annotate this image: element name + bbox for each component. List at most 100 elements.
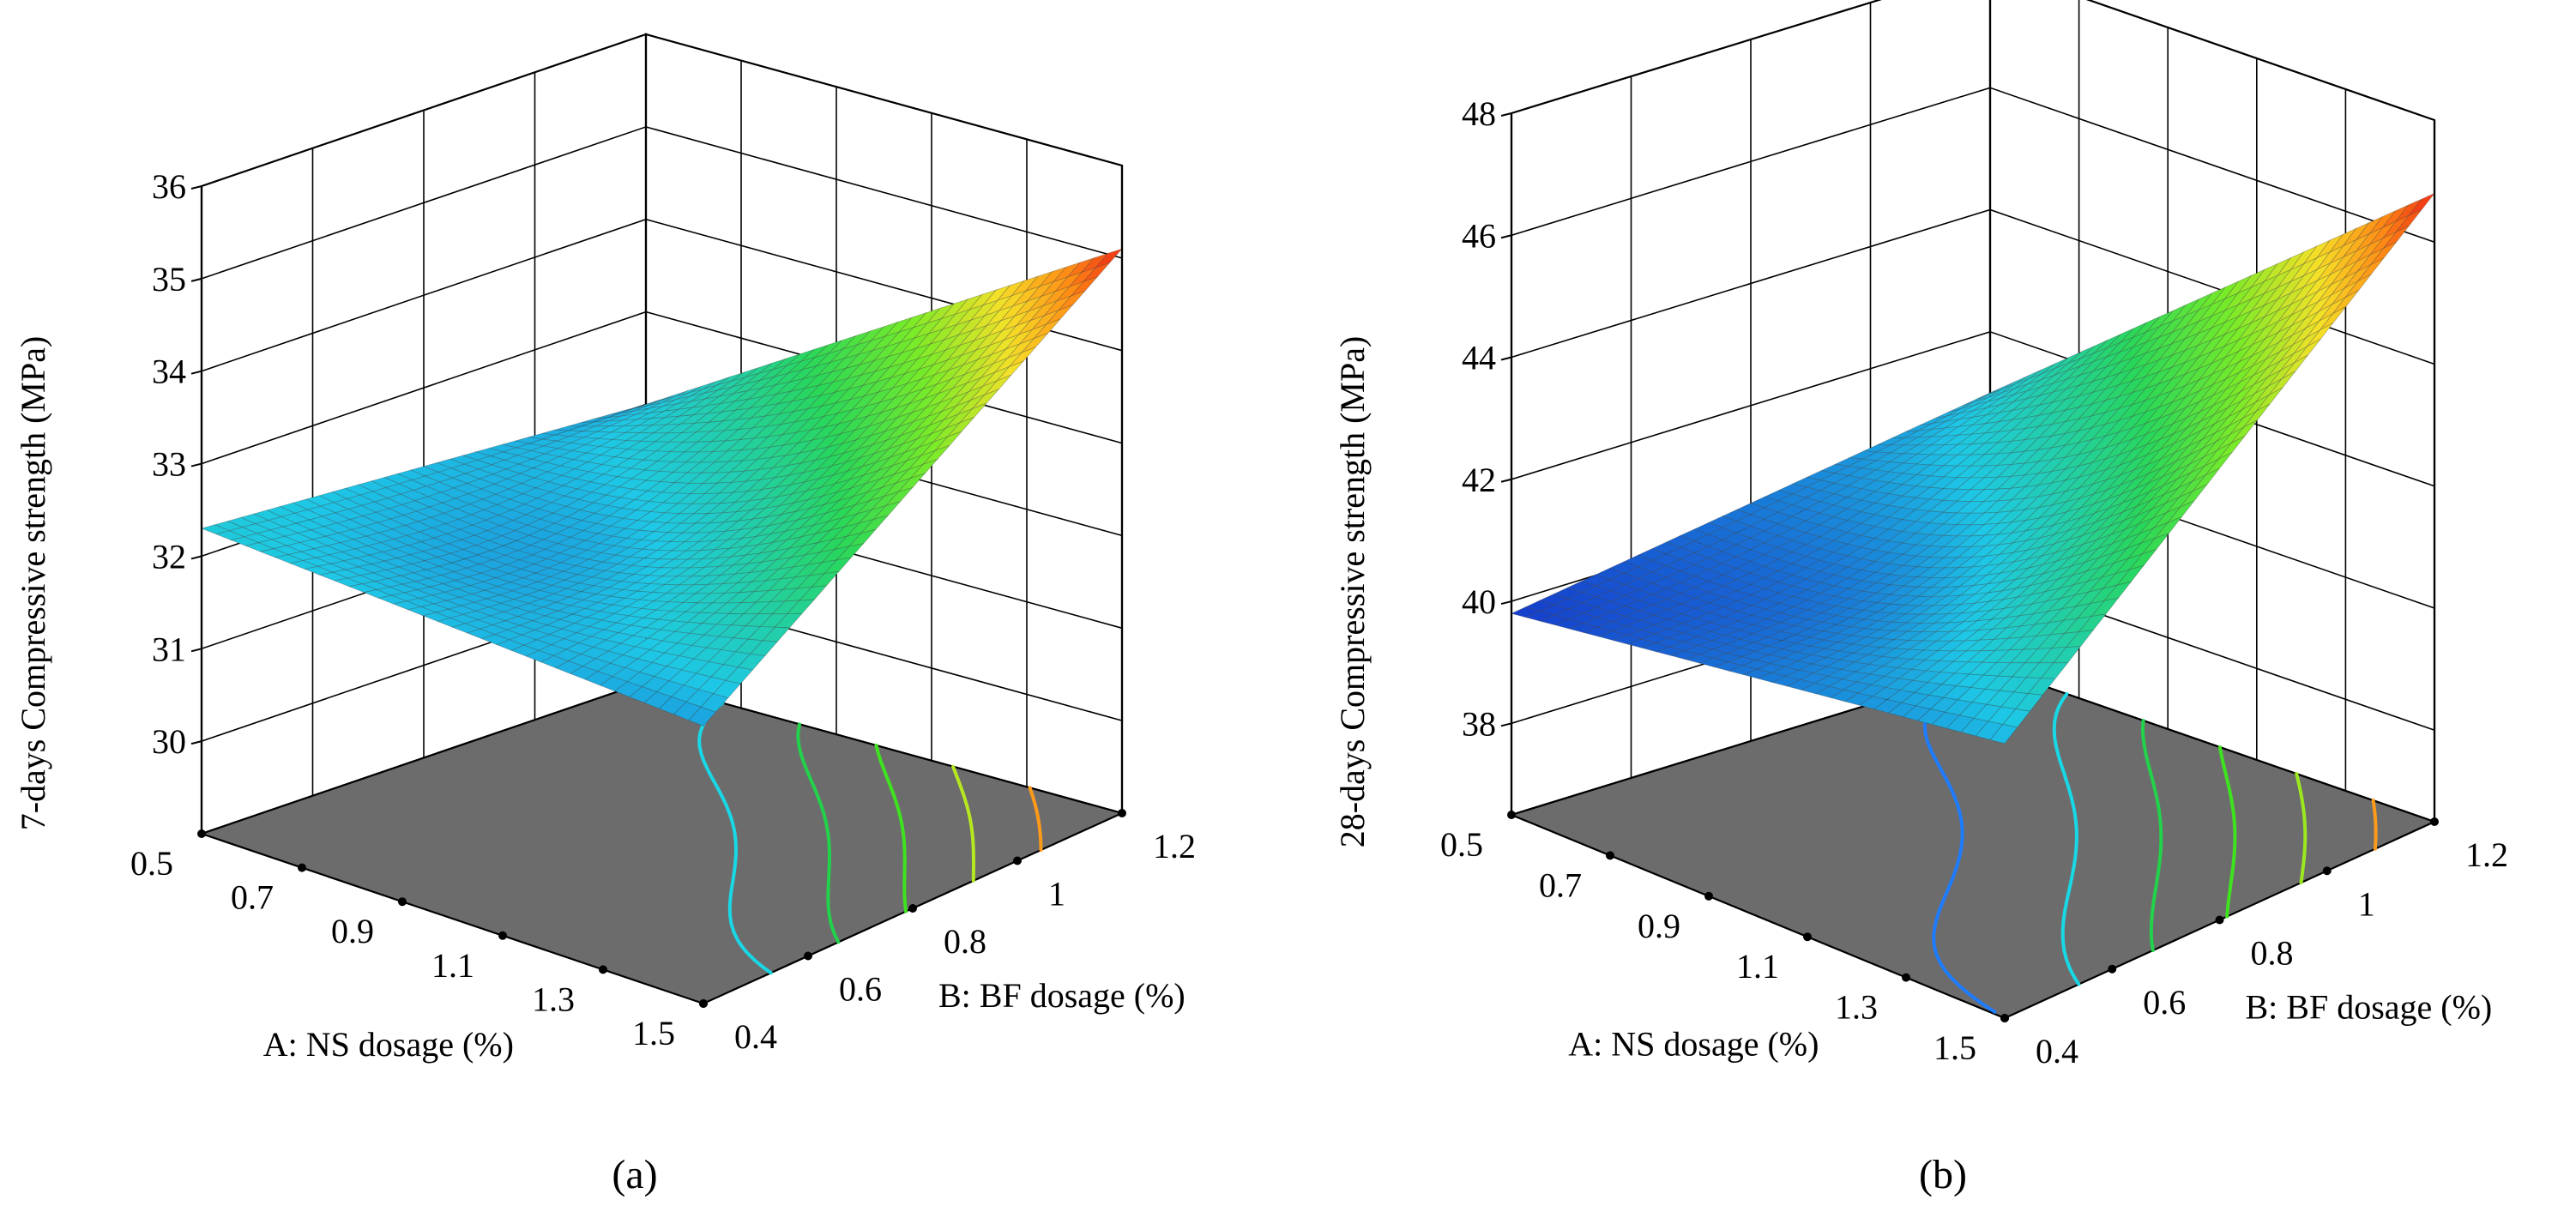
response-surface — [1510, 193, 2435, 745]
z-gridline — [1511, 330, 2435, 487]
surface-facet — [811, 570, 840, 588]
surface-chart-a: 30 31 32 33 34 35 36 0.5 0.7 0.9 1.1 1.3 1.5 0.4 0.6 0.… — [14, 33, 1196, 1064]
surface-facet — [2002, 708, 2031, 728]
surface-facet — [2014, 693, 2043, 712]
contour-line — [2052, 692, 2081, 986]
contour-line — [2295, 772, 2308, 885]
surface-facet — [712, 679, 741, 699]
x-tick-mark — [298, 863, 306, 872]
surface-facet — [972, 389, 999, 409]
z-tick-label: 38 — [1462, 704, 1496, 743]
surface-facet — [2370, 241, 2398, 266]
y-tick-label: 0.6 — [839, 970, 882, 1009]
x-tick-label: 0.9 — [1638, 907, 1680, 945]
x-axis-title: A: NS dosage (%) — [263, 1025, 514, 1064]
contour-line — [2141, 719, 2163, 952]
z-tick-mark — [1500, 112, 1512, 117]
y-tick-mark — [1013, 856, 1022, 865]
z-gridline — [201, 126, 1123, 280]
y-tick-label: 0.8 — [944, 922, 986, 961]
x-tick-label: 0.7 — [1539, 865, 1582, 904]
surface-facet — [1058, 290, 1086, 311]
z-tick-label: 48 — [1462, 94, 1496, 133]
contour-line — [1028, 786, 1043, 852]
z-tick-label: 32 — [152, 537, 186, 576]
surface-facet — [2357, 257, 2385, 282]
y-tick-label: 0.4 — [734, 1017, 777, 1056]
surface-facet — [2090, 597, 2120, 618]
surface-facet — [909, 458, 939, 479]
x-tick-mark — [1803, 932, 1812, 942]
x-tick-label: 1.5 — [1934, 1028, 1976, 1067]
panel-caption-b: (b) — [1919, 1152, 1967, 1197]
z-gridline — [1511, 87, 2435, 244]
x-tick-mark — [398, 897, 407, 907]
surface-facet — [2243, 403, 2271, 428]
z-tick-label: 34 — [152, 353, 186, 391]
z-tick-label: 30 — [152, 722, 186, 761]
y-tick-mark — [908, 904, 917, 913]
z-tick-label: 35 — [152, 260, 186, 298]
y-tick-label: 0.4 — [2036, 1032, 2078, 1070]
x-tick-mark — [1902, 973, 1910, 982]
z-tick-mark — [190, 185, 202, 190]
x-tick-mark — [599, 965, 607, 974]
response-surface — [200, 248, 1124, 727]
panel-caption-a: (a) — [612, 1152, 657, 1197]
z-gridline — [201, 33, 1123, 187]
x-tick-label: 1.3 — [1835, 988, 1878, 1027]
y-tick-label: 1.2 — [2465, 835, 2508, 874]
x-tick-label: 0.7 — [231, 878, 274, 917]
contour-line — [951, 764, 975, 883]
z-tick-label: 40 — [1462, 582, 1496, 621]
z-tick-mark — [190, 277, 202, 282]
surface-facet — [786, 599, 816, 615]
z-axis-title: 7-days Compressive strength (MPa) — [14, 336, 52, 831]
y-tick-label: 0.8 — [2251, 934, 2294, 973]
surface-facet — [1009, 347, 1036, 367]
x-tick-label: 1.5 — [632, 1014, 675, 1052]
x-tick-mark — [498, 931, 507, 940]
surface-facet — [688, 706, 717, 727]
y-tick-label: 1 — [1048, 875, 1065, 914]
z-tick-mark — [1500, 600, 1512, 606]
y-tick-mark — [2108, 964, 2117, 974]
surface-facet — [1046, 304, 1073, 325]
surface-facet — [2115, 564, 2145, 586]
surface-facet — [836, 543, 865, 561]
y-tick-mark — [804, 951, 812, 961]
surface-chart-b: 38 40 42 44 46 48 0.5 0.7 0.9 1.1 1.3 1.5 0.4 0.6 0.8 1… — [1333, 0, 2508, 1070]
surface-facet — [1989, 724, 2018, 745]
z-tick-mark — [190, 555, 202, 560]
surface-facet — [2307, 322, 2334, 347]
surface-facet — [2268, 371, 2296, 395]
z-gridline — [1511, 0, 2435, 121]
z-tick-mark — [190, 370, 202, 375]
z-tick-label: 46 — [1462, 216, 1496, 255]
y-tick-mark — [2000, 1014, 2009, 1022]
contour-line — [874, 744, 908, 914]
y-tick-mark — [2215, 915, 2224, 925]
y-tick-label: 1 — [2358, 884, 2375, 923]
x-tick-label: 1.3 — [532, 980, 575, 1018]
z-tick-mark — [1500, 478, 1512, 483]
surface-facet — [848, 528, 878, 547]
x-tick-label: 0.5 — [130, 844, 173, 883]
z-tick-label: 33 — [152, 445, 186, 484]
surface-facet — [2053, 646, 2082, 664]
z-tick-mark — [1500, 234, 1512, 239]
x-tick-label: 1.1 — [431, 946, 474, 985]
x-axis-title: A: NS dosage (%) — [1568, 1024, 1819, 1063]
y-tick-mark — [699, 999, 708, 1008]
x-tick-mark — [1704, 891, 1713, 901]
z-tick-label: 36 — [152, 167, 186, 206]
y-tick-label: 0.6 — [2143, 983, 2186, 1022]
surface-facet — [700, 693, 729, 713]
x-tick-label: 0.5 — [1440, 825, 1483, 864]
contour-line — [2217, 745, 2237, 919]
surface-facet — [2205, 451, 2233, 476]
surface-facet — [799, 585, 828, 601]
z-tick-mark — [190, 740, 202, 745]
z-tick-mark — [1500, 356, 1512, 361]
